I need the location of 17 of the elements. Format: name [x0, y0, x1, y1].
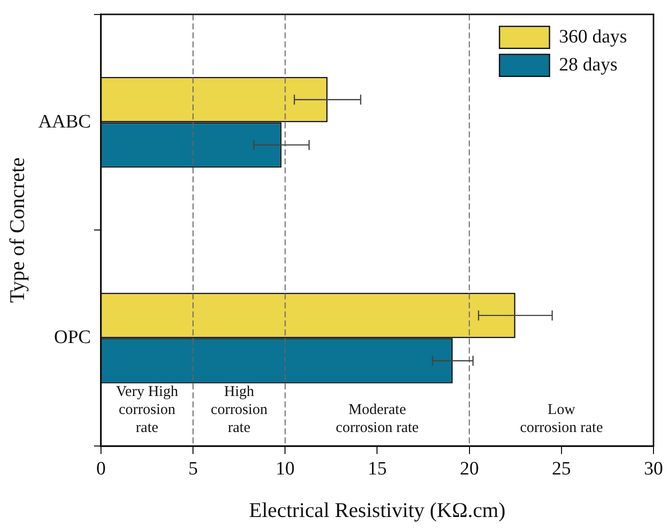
y-tick-label: OPC [54, 327, 91, 348]
y-axis-title: Type of Concrete [5, 157, 30, 303]
annotation: Very High corrosion rate [116, 384, 179, 436]
legend-label: 360 days [559, 26, 628, 48]
x-tick-label: 15 [368, 458, 387, 480]
x-tick-label: 5 [188, 458, 198, 480]
legend-label: 28 days [559, 54, 618, 76]
y-tick-label: AABC [38, 111, 91, 132]
x-tick-label: 25 [552, 458, 571, 480]
x-tick-label: 10 [276, 458, 295, 480]
x-tick-label: 30 [644, 458, 663, 480]
annotation: Moderate corrosion rate [336, 402, 420, 436]
x-axis-title: Electrical Resistivity (KΩ.cm) [249, 498, 506, 522]
annotation: High corrosion rate [210, 384, 268, 436]
annotation: Low corrosion rate [520, 402, 604, 436]
x-tick-label: 0 [96, 458, 106, 480]
x-tick-label: 20 [460, 458, 479, 480]
